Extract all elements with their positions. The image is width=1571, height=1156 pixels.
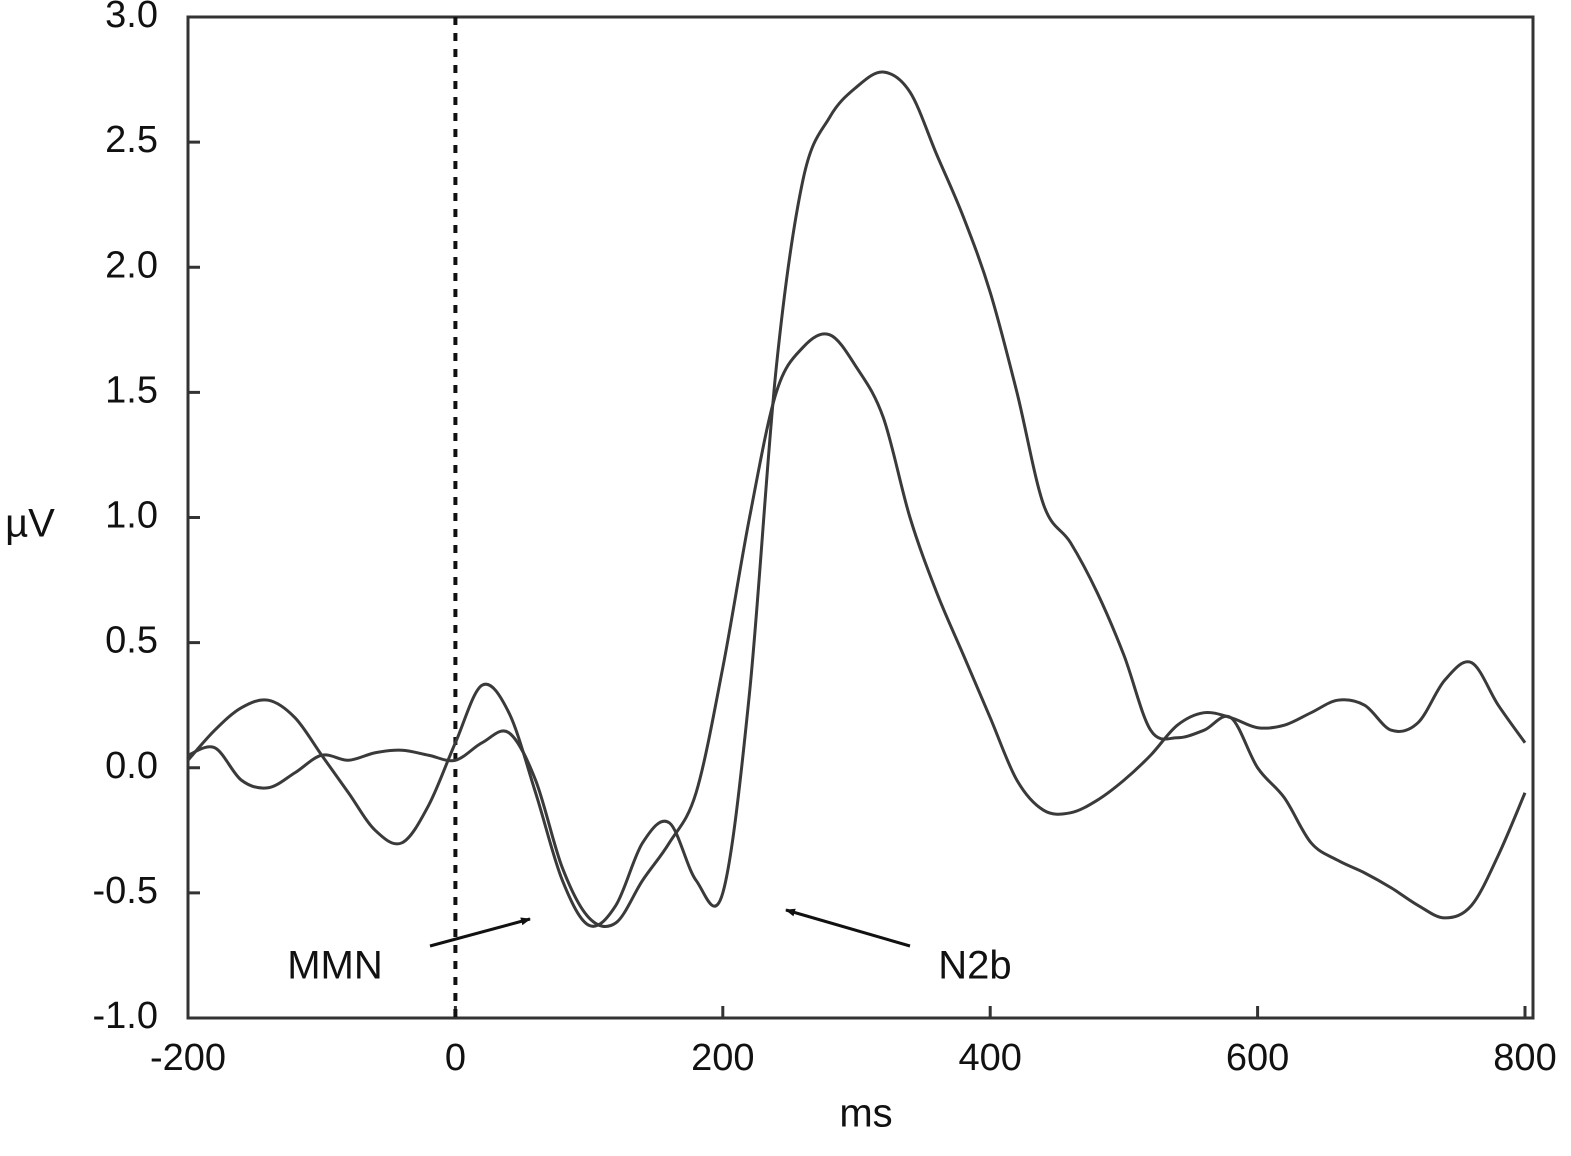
- data-line: [187, 332, 1527, 928]
- x-axis-label: ms: [839, 1092, 892, 1136]
- data-line: [186, 70, 1527, 928]
- y-tick-label: 3.0: [105, 0, 158, 36]
- x-tick-label: 600: [1226, 1037, 1289, 1079]
- mmn-arrow: [429, 917, 531, 948]
- y-tick-label: 2.0: [105, 244, 158, 286]
- n2b-arrow: [785, 908, 911, 948]
- y-tick-label: 0.5: [105, 620, 158, 662]
- y-tick-label: 0.0: [105, 745, 158, 787]
- plot-frame: [186, 15, 1535, 1020]
- y-tick-label: -1.0: [93, 995, 158, 1037]
- x-tick-label: 0: [445, 1037, 466, 1079]
- x-tick-label: 800: [1493, 1037, 1556, 1079]
- x-tick-label: 400: [958, 1037, 1021, 1079]
- y-tick-label: 1.5: [105, 369, 158, 411]
- annotation: MMN: [287, 944, 383, 988]
- y-axis-label: µV: [5, 502, 55, 546]
- y-tick-label: 2.5: [105, 119, 158, 161]
- annotation: N2b: [938, 944, 1011, 988]
- y-tick-label: 1.0: [105, 495, 158, 537]
- y-tick-label: -0.5: [93, 870, 158, 912]
- x-tick-label: 200: [691, 1037, 754, 1079]
- x-tick-label: -200: [150, 1037, 226, 1079]
